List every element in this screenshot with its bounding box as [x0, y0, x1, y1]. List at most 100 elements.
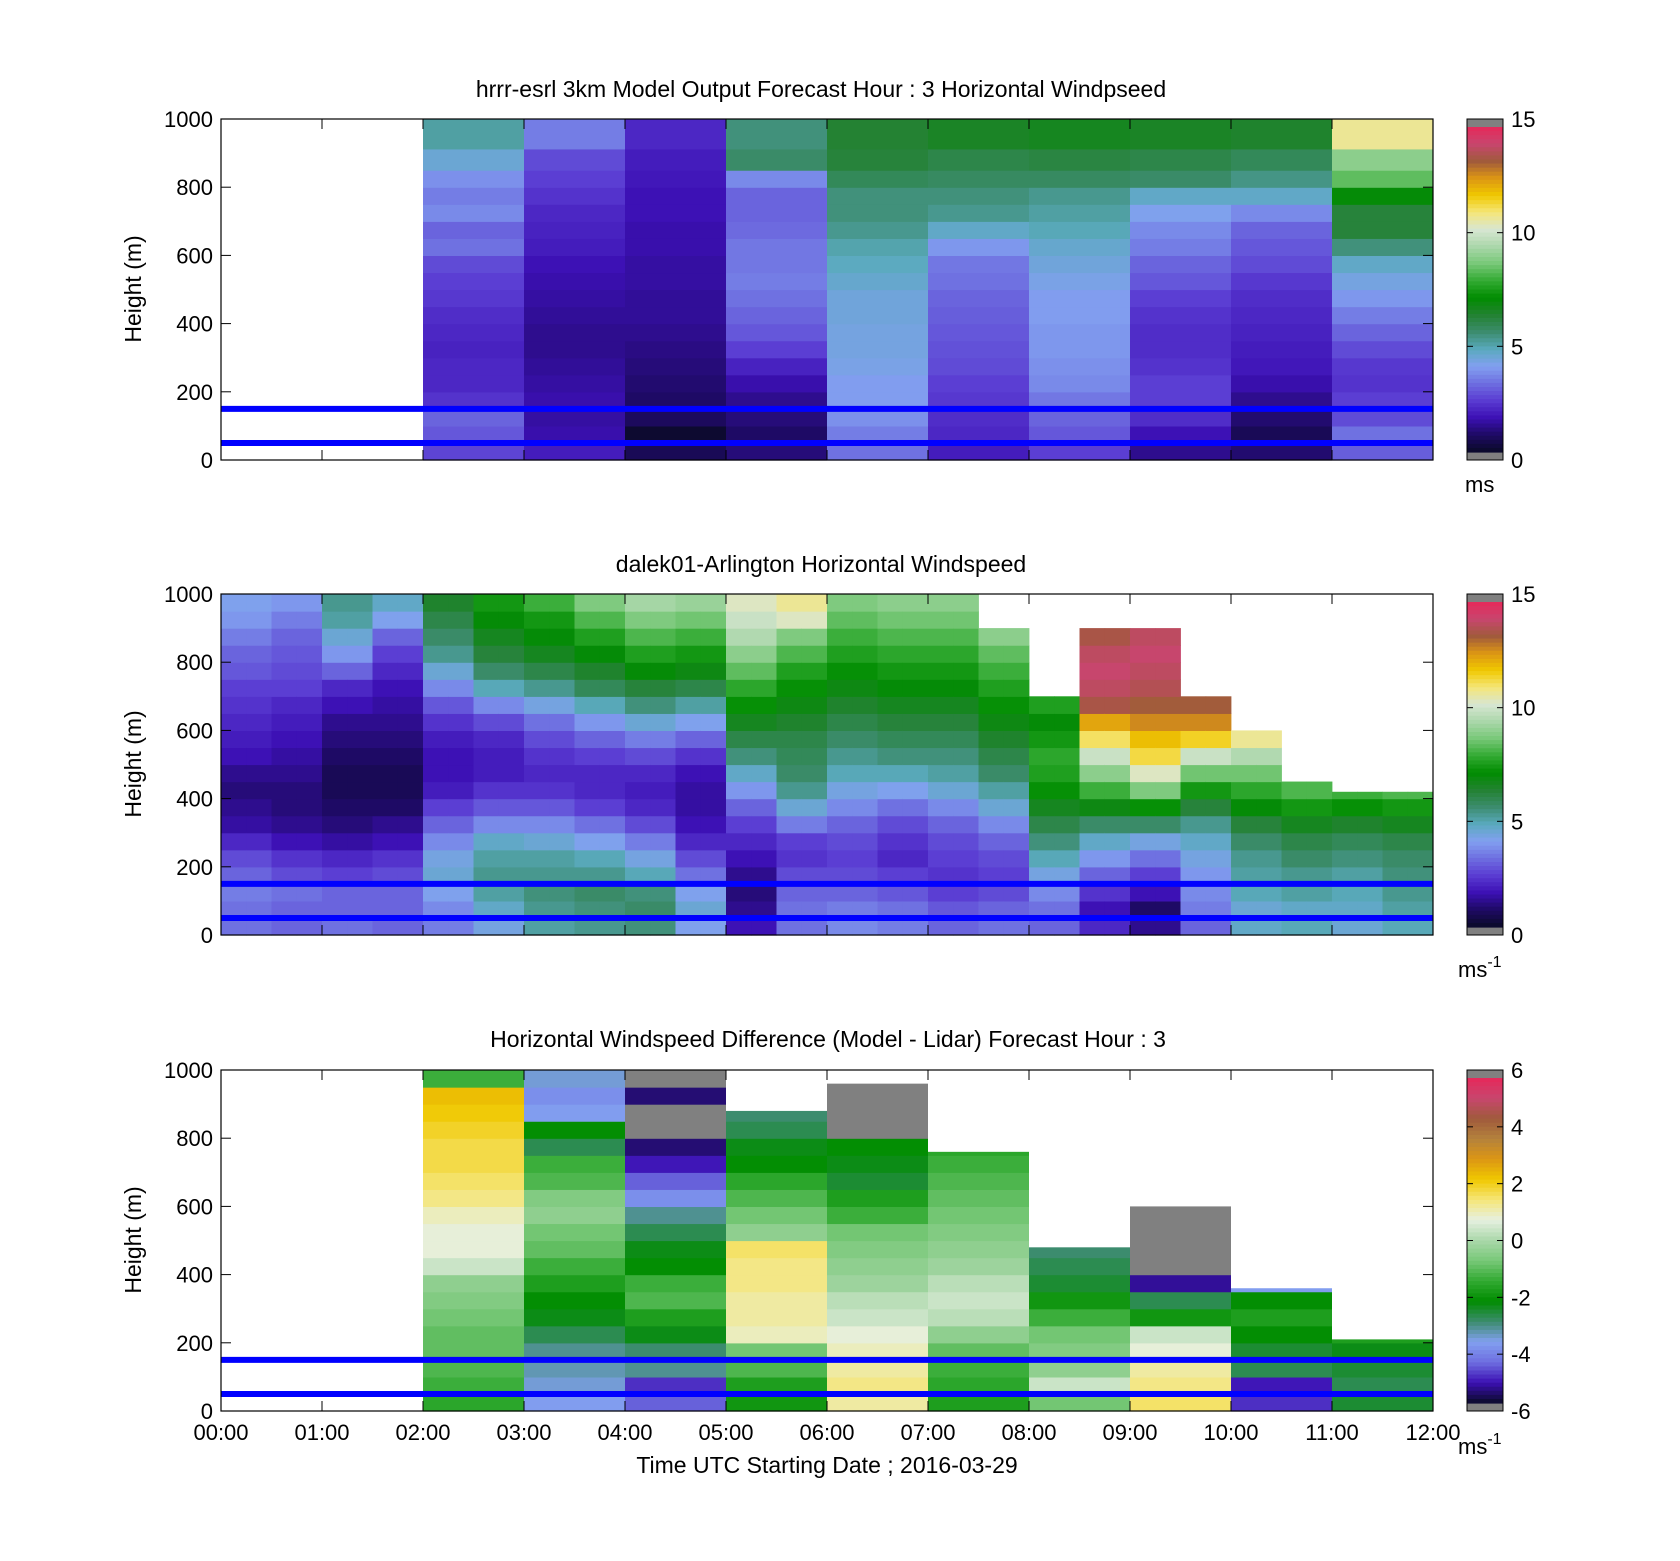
heatmap-cell: [852, 696, 878, 714]
colorbar-segment: [1467, 277, 1503, 282]
heatmap-cell: [423, 289, 524, 308]
colorbar-tick-label: 15: [1511, 107, 1535, 132]
heatmap-cell: [928, 747, 954, 766]
colorbar-segment: [1467, 1114, 1503, 1120]
heatmap-cell: [322, 628, 348, 646]
x-axis-label: Time UTC Starting Date ; 2016-03-29: [636, 1452, 1017, 1478]
heatmap-cell: [928, 238, 1029, 256]
heatmap-cell: [726, 1342, 827, 1361]
heatmap-cell: [1104, 645, 1131, 663]
heatmap-cell: [650, 832, 676, 851]
heatmap-cell: [650, 594, 676, 612]
heatmap-cell: [498, 679, 525, 697]
colorbar-segment: [1467, 1309, 1503, 1315]
heatmap-cell: [1306, 832, 1333, 851]
colorbar-segment: [1467, 1094, 1503, 1099]
heatmap-cell: [423, 1206, 524, 1225]
heatmap-cell: [221, 849, 247, 868]
heatmap-cell: [524, 679, 550, 697]
colorbar-segment: [1467, 183, 1503, 189]
heatmap-cell: [625, 679, 651, 697]
heatmap-cell: [599, 832, 626, 851]
heatmap-cell: [625, 1257, 726, 1276]
heatmap-cell: [877, 730, 904, 749]
heatmap-cell: [726, 323, 827, 342]
colorbar-segment: [1467, 382, 1503, 388]
heatmap-cell: [1231, 289, 1332, 308]
colorbar-segment: [1467, 192, 1503, 197]
heatmap-cell: [372, 764, 399, 783]
heatmap-cell: [524, 611, 550, 629]
heatmap-cell: [448, 679, 474, 697]
colorbar-segment: [1467, 654, 1503, 660]
heatmap-cell: [776, 713, 803, 731]
colorbar-segment: [1467, 626, 1503, 632]
heatmap-cell: [1155, 900, 1181, 919]
heatmap-cell: [776, 662, 803, 680]
heatmap-cell: [1407, 866, 1434, 885]
colorbar-segment: [1467, 1175, 1503, 1181]
heatmap-cell: [1029, 148, 1130, 171]
heatmap-cell: [978, 917, 1005, 936]
heatmap-cell: [423, 1274, 524, 1293]
colorbar-segment: [1467, 1195, 1503, 1201]
heatmap-cell: [1130, 391, 1231, 410]
colorbar-segment: [1467, 297, 1503, 303]
heatmap-cell: [625, 204, 726, 222]
panel-lidar: dalek01-Arlington Horizontal Windspeed 0…: [120, 551, 1535, 982]
colorbar-over-range: [1467, 594, 1503, 602]
heatmap-cell: [625, 849, 651, 868]
heatmap-cell: [675, 730, 702, 749]
heatmap-cell: [1155, 713, 1181, 731]
heatmap-cell: [751, 696, 777, 714]
colorbar-segment: [1467, 1151, 1503, 1156]
heatmap-cell: [751, 628, 777, 646]
heatmap-cell: [726, 1189, 827, 1207]
colorbar-segment: [1467, 675, 1503, 680]
heatmap-cell: [372, 679, 399, 697]
heatmap-cell: [776, 628, 803, 646]
heatmap-cell: [827, 679, 853, 697]
heatmap-cell: [751, 730, 777, 749]
heatmap-cell: [1256, 849, 1282, 868]
heatmap-cell: [1332, 1342, 1433, 1361]
heatmap-cell: [1180, 832, 1207, 851]
colorbar-segment: [1467, 1370, 1503, 1376]
heatmap-cell: [953, 917, 979, 936]
heatmap-cell: [524, 1087, 625, 1105]
heatmap-cell: [877, 662, 904, 680]
heatmap-cell: [1079, 662, 1106, 680]
colorbar-segment: [1467, 1273, 1503, 1278]
heatmap-cell: [928, 1274, 1029, 1293]
heatmap-cell: [574, 679, 601, 697]
heatmap-cell: [1079, 696, 1106, 714]
heatmap-cell: [1306, 781, 1333, 800]
heatmap-cell: [1054, 866, 1080, 885]
heatmap-cell: [751, 798, 777, 817]
heatmap-cell: [1231, 866, 1257, 885]
heatmap-cell: [448, 611, 474, 629]
heatmap-cell: [978, 713, 1005, 731]
heatmap-cell: [1003, 815, 1030, 834]
colorbar-segment: [1467, 240, 1503, 246]
heatmap-cell: [650, 696, 676, 714]
heatmap-cell: [726, 679, 752, 697]
heatmap-cell: [524, 238, 625, 256]
heatmap-cell: [776, 883, 803, 902]
heatmap-cell: [1180, 900, 1207, 919]
heatmap-cell: [726, 781, 752, 800]
heatmap-cell: [827, 798, 853, 817]
heatmap-cell: [322, 679, 348, 697]
colorbar-segment: [1467, 1232, 1503, 1238]
heatmap-cell: [1306, 798, 1333, 817]
colorbar-tick-label: 4: [1511, 1115, 1523, 1140]
heatmap-cell: [549, 594, 575, 612]
heatmap-cell: [1205, 832, 1232, 851]
heatmap-cell: [423, 391, 524, 410]
heatmap-cell: [1079, 781, 1106, 800]
colorbar-tick-label: 15: [1511, 582, 1535, 607]
heatmap-cell: [1003, 628, 1030, 646]
colorbar-segment: [1467, 175, 1503, 181]
heatmap-cell: [726, 425, 827, 445]
heatmap-cell: [1003, 662, 1030, 680]
